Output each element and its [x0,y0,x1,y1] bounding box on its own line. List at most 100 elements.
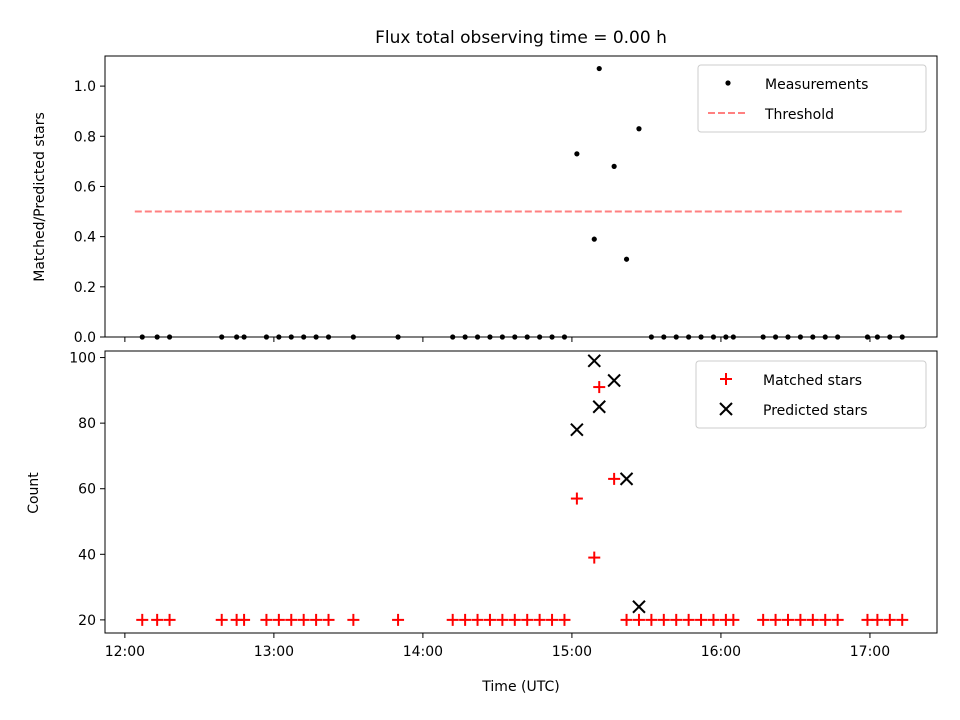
matched-stars-point [831,613,844,626]
predicted-stars-point [632,600,646,614]
count-axes-frame [104,350,938,634]
x-tick-label: 12:00 [105,644,145,660]
matched-stars-point [260,613,273,626]
count-panel: 12:00 13:00 14:00 15:00 16:00 17:00 20 40 60 80 10… [26,350,938,695]
matched-stars-point [608,472,621,485]
legend-marker-matched-stars [720,373,732,385]
legend-label-measurements: Measurements [765,77,868,93]
matched-stars-point [136,613,149,626]
count-ticks: 12:00 13:00 14:00 15:00 16:00 17:00 20 40 60 80 10… [69,351,890,660]
predicted-stars-point [619,472,634,486]
legend-marker-predicted-stars [719,402,733,416]
matched-stars-point [163,613,176,626]
matched-stars-point [215,613,228,626]
measurement-point [591,236,597,242]
x-axis-label: Time (UTC) [481,679,559,695]
y-tick-label: 0.6 [74,179,96,195]
matched-stars-point [459,613,472,626]
matched-stars-point [521,613,534,626]
matched-stars-point [558,613,571,626]
y-tick-label: 100 [69,351,96,367]
matched-stars-point [707,613,720,626]
legend-label-threshold: Threshold [764,107,834,123]
predicted-stars-point [592,400,606,414]
matched-stars-point [593,381,606,394]
chart-title: Flux total observing time = 0.00 h [375,28,667,48]
matched-stars-point [632,613,645,626]
matched-stars-point [883,613,896,626]
series-predicted-stars [570,354,646,614]
measurement-point [596,65,602,72]
series-measurements [139,65,905,340]
matched-stars-point [285,613,298,626]
count-y-axis-label: Count [26,472,42,514]
matched-stars-point [546,613,559,626]
ratio-panel: Flux total observing time = 0.00 h 0.00.… [32,28,938,346]
x-tick-label: 14:00 [403,644,443,660]
matched-stars-point [657,613,670,626]
matched-stars-point [727,613,740,626]
predicted-stars-point [607,373,621,388]
matched-stars-point [896,613,909,626]
matched-stars-point [620,613,633,626]
x-tick-label: 13:00 [254,644,294,660]
measurement-point [611,163,617,169]
measurement-point [623,256,630,262]
predicted-stars-point [570,422,584,437]
matched-stars-point [272,613,285,626]
matched-stars-point [769,613,782,626]
matched-stars-point [645,613,658,626]
matched-stars-point [570,492,583,505]
measurement-point [574,151,580,157]
legend-label-matched-stars: Matched stars [763,373,862,389]
ratio-axes-frame [104,55,938,338]
matched-stars-point [151,613,164,626]
y-tick-label: 1.0 [74,79,96,95]
y-tick-label: 80 [78,416,96,432]
ratio-legend-box [697,64,927,133]
matched-stars-point [682,613,695,626]
matched-stars-point [806,613,819,626]
matched-stars-point [238,613,251,626]
matched-stars-point [392,613,405,626]
count-legend: Matched stars Predicted stars [695,360,927,429]
count-plot-area [136,354,909,626]
matched-stars-point [496,613,509,626]
legend-marker-measurements [725,80,731,86]
count-legend-box [695,360,927,429]
series-matched-stars [136,381,909,626]
matched-stars-point [819,613,832,626]
x-tick-label: 15:00 [552,644,592,660]
matched-stars-point [508,613,521,626]
matched-stars-point [757,613,770,626]
measurement-point [636,126,642,132]
y-tick-label: 0.8 [74,129,96,145]
ratio-plot-area [134,65,905,340]
matched-stars-point [794,613,807,626]
ratio-legend: Measurements Threshold [697,64,927,133]
matched-stars-point [310,613,323,626]
x-tick-label: 17:00 [850,644,890,660]
y-tick-label: 40 [78,547,96,563]
matched-stars-point [297,613,310,626]
matched-stars-point [695,613,708,626]
y-tick-label: 60 [78,482,96,498]
matched-stars-point [446,613,459,626]
matched-stars-point [670,613,683,626]
ratio-ticks: 0.0 0.2 0.4 0.6 0.8 1.0 [74,79,871,346]
matched-stars-point [347,613,360,626]
y-tick-label: 0.4 [74,230,96,246]
matched-stars-point [471,613,484,626]
matched-stars-point [871,613,884,626]
y-tick-label: 0.0 [74,330,96,346]
matched-stars-point [781,613,794,626]
y-tick-label: 0.2 [74,280,96,296]
matched-stars-point [483,613,496,626]
y-tick-label: 20 [78,613,96,629]
x-tick-label: 16:00 [701,644,741,660]
ratio-y-axis-label: Matched/Predicted stars [32,112,48,282]
legend-label-predicted-stars: Predicted stars [763,403,868,419]
matched-stars-point [322,613,335,626]
matched-stars-point [588,551,601,564]
